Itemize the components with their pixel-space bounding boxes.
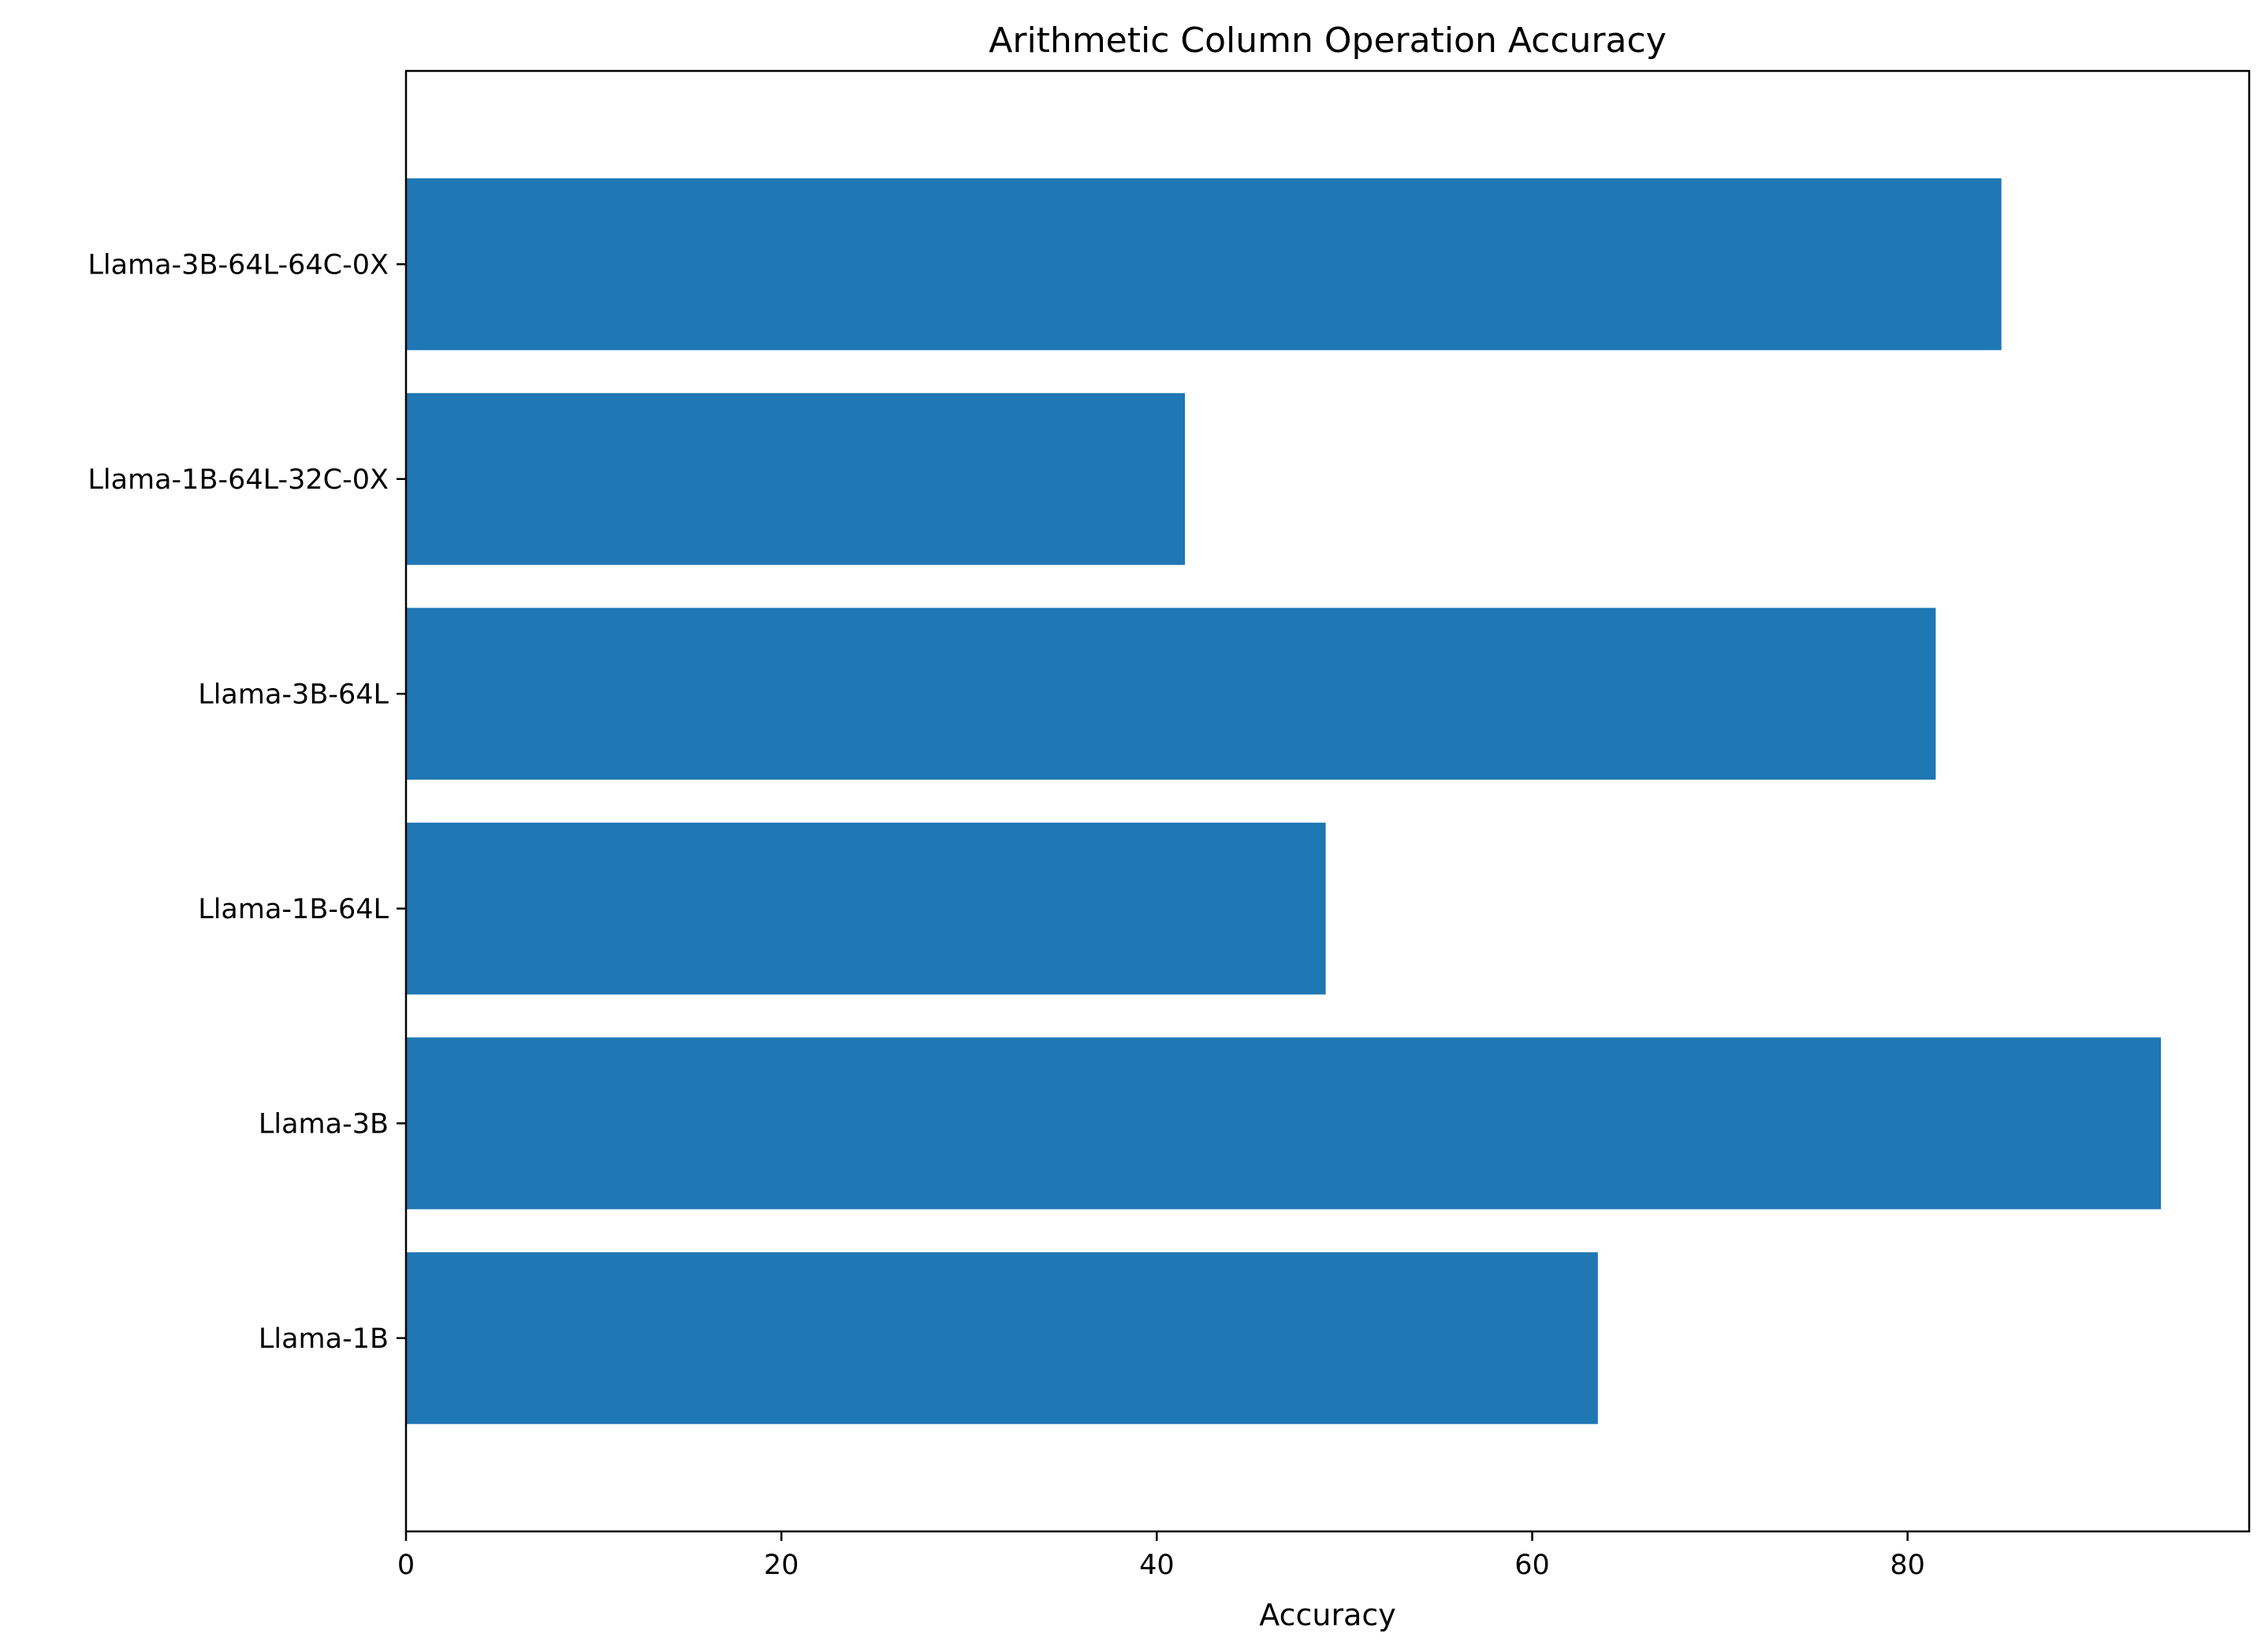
y-tick-label: Llama-1B-64L: [198, 894, 389, 925]
bars-group: [406, 178, 2162, 1424]
x-tick-label: 60: [1514, 1550, 1550, 1581]
y-tick-label: Llama-3B-64L-64C-0X: [88, 249, 389, 281]
y-tick-label: Llama-3B: [259, 1108, 389, 1140]
y-tick-label: Llama-1B: [259, 1323, 389, 1355]
bar-llama-3b-64l-64c-0x: [406, 178, 2002, 351]
y-tick-label: Llama-1B-64L-32C-0X: [88, 464, 389, 496]
x-axis: 0 20 40 60 80: [397, 1531, 1925, 1581]
plot-frame: [404, 69, 2251, 1533]
bar-llama-3b: [406, 1037, 2162, 1210]
x-tick-label: 40: [1139, 1550, 1175, 1581]
x-axis-label: Accuracy: [1259, 1598, 1396, 1632]
bar-llama-3b-64l: [406, 608, 1936, 780]
x-tick-label: 20: [764, 1550, 799, 1581]
bar-llama-1b: [406, 1252, 1598, 1424]
y-axis: Llama-1B Llama-3B Llama-1B-64L Llama-3B-64L…: [88, 249, 406, 1355]
chart-title: Arithmetic Column Operation Accuracy: [989, 20, 1666, 61]
x-tick-label: 80: [1890, 1550, 1925, 1581]
bar-llama-1b-64l: [406, 822, 1326, 995]
y-tick-label: Llama-3B-64L: [198, 679, 389, 710]
x-tick-label: 0: [397, 1550, 415, 1581]
bar-llama-1b-64l-32c-0x: [406, 393, 1186, 565]
